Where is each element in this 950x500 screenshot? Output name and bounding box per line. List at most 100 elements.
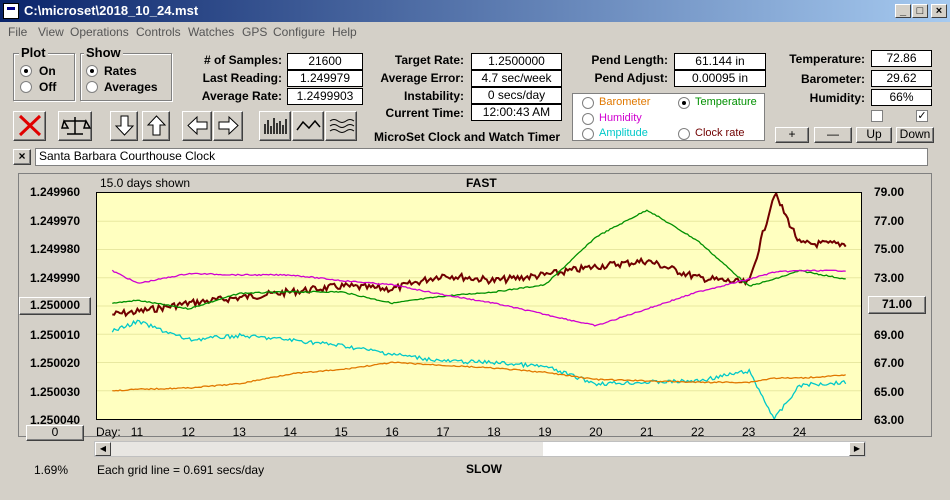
- up-arrow-button[interactable]: [142, 111, 170, 141]
- right-arrow-button[interactable]: [213, 111, 243, 141]
- scroll-right-arrow[interactable]: ▶: [849, 442, 865, 456]
- menu-help[interactable]: Help: [332, 25, 357, 39]
- average-rate-value: 1.2499903: [287, 88, 363, 105]
- env-checkbox-1[interactable]: [871, 110, 883, 122]
- maximize-button[interactable]: □: [912, 4, 928, 18]
- day-axis-tick: 17: [436, 425, 450, 439]
- current-time-label: Current Time:: [385, 106, 464, 120]
- app-caption: MicroSet Clock and Watch Timer: [374, 130, 561, 144]
- scroll-left-arrow[interactable]: ◀: [95, 442, 111, 456]
- channel-selector: Barometer Humidity Amplitude Temperature…: [572, 93, 765, 141]
- humidity-radio[interactable]: [582, 113, 594, 125]
- current-time-value: 12:00:43 AM: [471, 104, 562, 121]
- plot-off-radio[interactable]: [20, 81, 32, 93]
- left-axis-tick: 1.249970: [30, 213, 81, 228]
- arrow-right-icon: [218, 115, 239, 136]
- humidity-label: Humidity: [599, 112, 642, 124]
- barometer-radio[interactable]: [582, 97, 594, 109]
- temperature-label: Temperature: [695, 96, 757, 108]
- days-shown-label: 15.0 days shown: [100, 176, 191, 190]
- last-reading-label: Last Reading:: [202, 71, 282, 85]
- left-axis-tick: 1.249980: [30, 242, 81, 256]
- minimize-button[interactable]: _: [895, 4, 911, 18]
- bottom-left-value[interactable]: 0: [26, 425, 84, 441]
- barometer-env-label: Barometer:: [800, 72, 865, 86]
- right-axis-tick: 79.00: [874, 185, 905, 199]
- temperature-radio[interactable]: [678, 97, 690, 109]
- day-axis-tick: 16: [385, 425, 399, 439]
- barometer-env-value: 29.62: [871, 70, 932, 87]
- down-arrow-button[interactable]: [110, 111, 138, 141]
- menu-file[interactable]: File: [8, 25, 28, 39]
- pend-length-label: Pend Length:: [591, 53, 668, 67]
- menu-watches[interactable]: Watches: [188, 25, 235, 39]
- left-axis-tick: 1.250020: [30, 356, 81, 370]
- right-axis-tick: 63.00: [874, 413, 905, 427]
- left-center-value[interactable]: 1.250000: [19, 297, 91, 315]
- line-display-button[interactable]: [292, 111, 324, 141]
- series-humidity: [111, 269, 846, 327]
- watch-close-button[interactable]: ×: [13, 149, 31, 165]
- plus-button[interactable]: +: [775, 127, 809, 143]
- balance-button[interactable]: [58, 111, 92, 141]
- menu-view[interactable]: View: [38, 25, 64, 39]
- day-axis-tick: 12: [181, 425, 196, 439]
- menu-operations[interactable]: Operations: [70, 25, 129, 39]
- last-reading-value: 1.249979: [287, 70, 363, 87]
- series-amplitude: [111, 319, 847, 421]
- balance-scale-icon: [60, 117, 91, 135]
- show-averages-radio[interactable]: [86, 81, 98, 93]
- slow-label: SLOW: [466, 462, 502, 476]
- series-temperature: [112, 209, 846, 310]
- minus-button[interactable]: —: [814, 127, 852, 143]
- time-scrollbar[interactable]: ◀ ▶: [94, 441, 866, 457]
- amplitude-label: Amplitude: [599, 127, 648, 139]
- close-window-button[interactable]: ×: [931, 4, 947, 18]
- average-rate-label: Average Rate:: [201, 89, 282, 103]
- day-axis-tick: 11: [130, 425, 144, 439]
- amplitude-radio[interactable]: [582, 128, 594, 140]
- fast-label: FAST: [466, 176, 497, 190]
- left-arrow-button[interactable]: [182, 111, 212, 141]
- left-axis-tick: 1.250010: [30, 327, 81, 342]
- waves-icon: [329, 119, 354, 133]
- env-checkbox-2[interactable]: ✓: [916, 110, 928, 122]
- instability-value: 0 secs/day: [471, 87, 562, 104]
- series-barometer: [112, 361, 846, 392]
- plot-off-label: Off: [39, 80, 57, 94]
- menu-configure[interactable]: Configure: [273, 25, 326, 39]
- day-axis-tick: 20: [589, 425, 603, 439]
- menu-bar: File View Operations Controls Watches GP…: [0, 22, 950, 42]
- show-group-label: Show: [84, 45, 123, 60]
- series-clock-rate: [112, 190, 847, 318]
- scroll-thumb[interactable]: [543, 442, 851, 456]
- right-center-value[interactable]: 71.00: [868, 296, 926, 314]
- menu-gps[interactable]: GPS: [242, 25, 268, 39]
- smooth-display-button[interactable]: [325, 111, 357, 141]
- down-button[interactable]: Down: [896, 127, 934, 143]
- bar-display-button[interactable]: [259, 111, 291, 141]
- clock-rate-radio[interactable]: [678, 128, 690, 140]
- show-averages-label: Averages: [104, 80, 158, 94]
- menu-controls[interactable]: Controls: [136, 25, 181, 39]
- plot-on-radio[interactable]: [20, 65, 32, 77]
- stop-button[interactable]: [13, 111, 46, 141]
- show-rates-radio[interactable]: [86, 65, 98, 77]
- instability-label: Instability:: [403, 89, 464, 103]
- average-error-value: 4.7 sec/week: [471, 70, 562, 87]
- window-title: C:\microset\2018_10_24.mst: [24, 3, 199, 18]
- pend-adjust-value: 0.00095 in: [674, 70, 766, 87]
- up-button[interactable]: Up: [856, 127, 892, 143]
- day-axis-tick: 13: [232, 425, 246, 439]
- day-axis-tick: 24: [792, 425, 807, 439]
- samples-value: 21600: [287, 53, 363, 70]
- target-rate-label: Target Rate:: [394, 53, 464, 67]
- watch-name-field[interactable]: Santa Barbara Courthouse Clock: [35, 148, 928, 166]
- humidity-env-value: 66%: [871, 89, 932, 106]
- barometer-label: Barometer: [599, 96, 651, 108]
- left-axis-tick: 1.250030: [30, 384, 81, 399]
- day-axis-tick: 23: [741, 425, 756, 439]
- left-axis-tick: 1.250040: [30, 413, 81, 427]
- arrow-down-icon: [114, 115, 134, 136]
- app-icon: [3, 3, 19, 19]
